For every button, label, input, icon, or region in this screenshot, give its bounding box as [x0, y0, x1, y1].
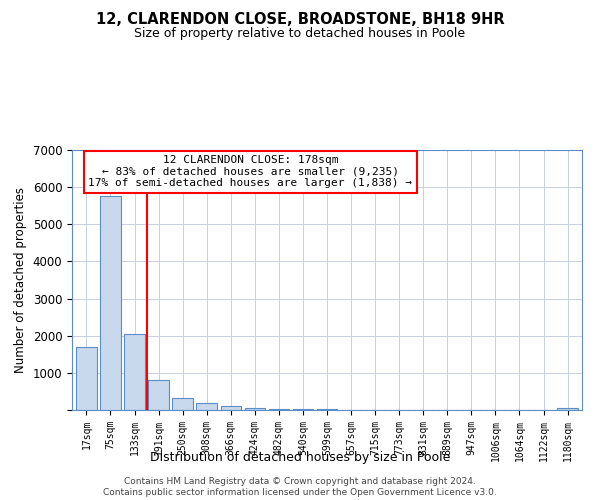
- Bar: [172, 398, 193, 410]
- Bar: [269, 408, 289, 410]
- Bar: [196, 403, 217, 410]
- Bar: [557, 408, 578, 410]
- Text: Contains HM Land Registry data © Crown copyright and database right 2024.: Contains HM Land Registry data © Crown c…: [124, 476, 476, 486]
- Text: 12 CLARENDON CLOSE: 178sqm
← 83% of detached houses are smaller (9,235)
17% of s: 12 CLARENDON CLOSE: 178sqm ← 83% of deta…: [89, 155, 413, 188]
- Bar: [100, 196, 121, 410]
- Bar: [148, 380, 169, 410]
- Text: Distribution of detached houses by size in Poole: Distribution of detached houses by size …: [150, 451, 450, 464]
- Bar: [293, 409, 313, 410]
- Text: Contains public sector information licensed under the Open Government Licence v3: Contains public sector information licen…: [103, 488, 497, 497]
- Text: 12, CLARENDON CLOSE, BROADSTONE, BH18 9HR: 12, CLARENDON CLOSE, BROADSTONE, BH18 9H…: [95, 12, 505, 28]
- Bar: [221, 406, 241, 410]
- Bar: [245, 408, 265, 410]
- Text: Size of property relative to detached houses in Poole: Size of property relative to detached ho…: [134, 28, 466, 40]
- Bar: [76, 347, 97, 410]
- Y-axis label: Number of detached properties: Number of detached properties: [14, 187, 27, 373]
- Bar: [124, 334, 145, 410]
